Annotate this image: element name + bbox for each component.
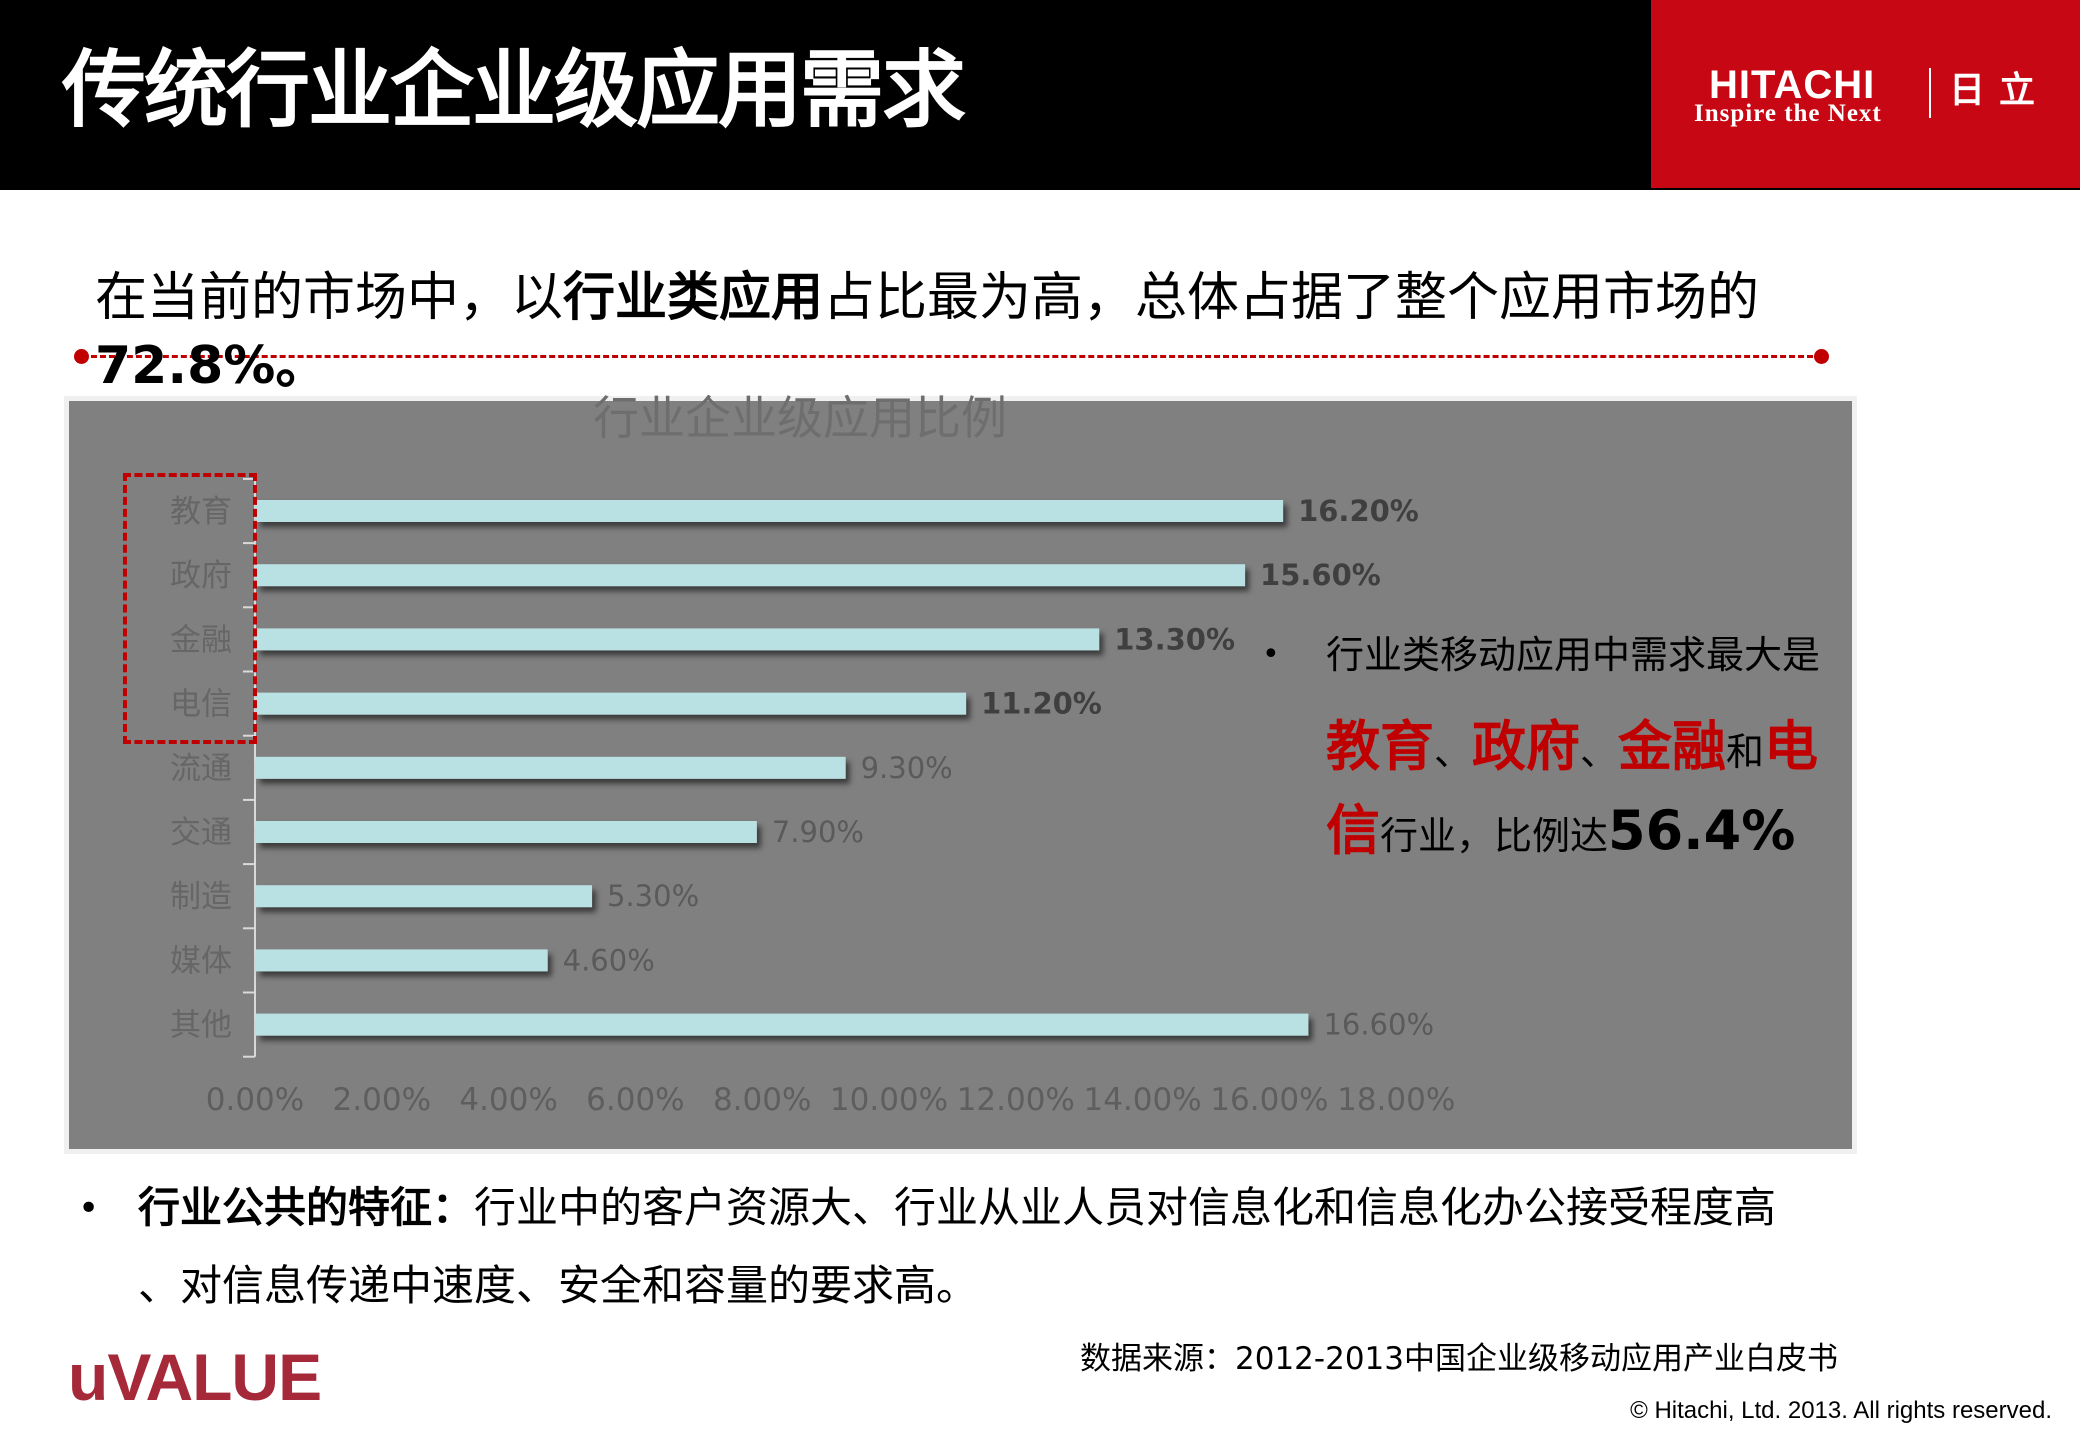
sep: 、 [1580,730,1619,774]
chart-title: 行业企业级应用比例 [593,391,1007,445]
callout-line3: 信行业，比例达56.4% [1326,799,1796,862]
divider-dot-left [74,349,89,364]
bar-电信 [256,692,967,715]
intro-value: 72.8%。 [95,336,328,396]
page-title: 传统行业企业级应用需求 [62,41,966,139]
logo-tagline: Inspire the Next [1694,100,1882,127]
logo-divider [1929,68,1931,118]
hitachi-logo: HITACHI Inspire the Next 日立 [1651,0,2080,188]
bottom-line2: 、对信息传递中速度、安全和容量的要求高。 [138,1261,979,1310]
data-label: 11.20% [981,687,1102,721]
hl-education: 教育 [1326,715,1434,778]
category-label: 流通 [170,751,232,787]
bottom-line1: 行业公共的特征：行业中的客户资源大、行业从业人员对信息化和信息化办公接受程度高 [138,1183,1777,1232]
intro-post: 占比最为高，总体占据了整个应用市场的 [823,268,1760,328]
callout-value: 56.4% [1608,799,1796,862]
callout-bullet: • [1262,637,1280,672]
data-label: 7.90% [772,815,864,849]
x-tick-label: 8.00% [713,1082,811,1118]
category-label: 其他 [170,1008,232,1044]
x-tick-label: 12.00% [957,1082,1075,1118]
x-tick-label: 14.00% [1083,1082,1201,1118]
copyright: © Hitachi, Ltd. 2013. All rights reserve… [1630,1397,2052,1424]
data-label: 9.30% [861,751,953,785]
data-label: 5.30% [607,879,699,913]
data-source: 数据来源：2012-2013中国企业级移动应用产业白皮书 [1080,1341,1838,1377]
bar-媒体 [256,949,548,972]
x-tick-label: 0.00% [206,1082,304,1118]
sep: 、 [1434,730,1473,774]
intro-pre: 在当前的市场中，以 [95,268,564,328]
data-label: 15.60% [1260,558,1381,592]
logo-cn: 日立 [1949,70,2050,111]
category-label: 教育 [170,494,232,530]
data-label: 13.30% [1114,622,1235,656]
x-tick-label: 2.00% [333,1082,431,1118]
x-tick-label: 4.00% [459,1082,557,1118]
bar-金融 [256,628,1100,651]
hl-telecom-b: 信 [1326,799,1380,862]
bar-教育 [256,500,1284,522]
callout-line1: 行业类移动应用中需求最大是 [1326,633,1821,677]
highlight-box [123,473,257,744]
and: 和 [1726,730,1765,774]
intro-bold: 行业类应用 [563,268,824,328]
intro-text: 在当前的市场中，以行业类应用占比最为高，总体占据了整个应用市场的 [95,268,1759,328]
hl-telecom-a: 电 [1764,715,1819,778]
bar-其他 [256,1013,1309,1036]
logo-brand: HITACHI [1709,63,1876,107]
data-label: 4.60% [563,943,655,977]
category-label: 制造 [170,879,232,915]
dashed-divider [82,355,1822,358]
callout-tail: 行业，比例达 [1380,814,1609,858]
divider-dot-right [1814,349,1829,364]
bottom-label: 行业公共的特征： [138,1183,475,1232]
bar-交通 [256,821,757,843]
data-label: 16.20% [1298,494,1419,528]
x-tick-label: 18.00% [1337,1082,1455,1118]
callout-line2: 教育、政府、金融和电 [1326,715,1819,778]
bottom-bullet: • [78,1188,100,1229]
category-label: 交通 [170,815,232,851]
hl-government: 政府 [1472,715,1581,778]
x-tick-label: 6.00% [586,1082,684,1118]
bar-流通 [256,756,846,779]
bottom-text1: 行业中的客户资源大、行业从业人员对信息化和信息化办公接受程度高 [474,1183,1777,1232]
category-label: 金融 [170,622,232,658]
bar-政府 [256,564,1246,587]
header-bar: 传统行业企业级应用需求 HITACHI Inspire the Next 日立 [0,0,2080,190]
data-label: 16.60% [1323,1008,1434,1042]
bar-制造 [256,885,593,908]
category-label: 媒体 [170,943,232,979]
x-tick-label: 10.00% [830,1082,948,1118]
x-tick-label: 16.00% [1210,1082,1328,1118]
hl-finance: 金融 [1618,715,1727,778]
category-label: 电信 [170,687,232,723]
category-label: 政府 [170,558,232,594]
uvalue-logo: uVALUE [68,1340,322,1414]
